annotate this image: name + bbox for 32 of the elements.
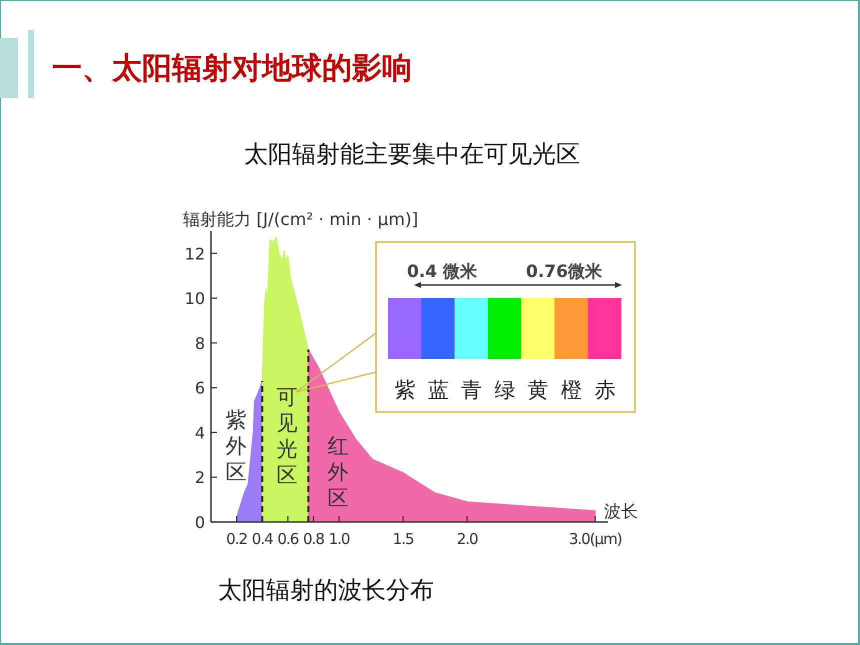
x-tick-label: 1.0 xyxy=(328,530,350,548)
x-tick-label: 0.6 xyxy=(277,530,299,548)
x-tick-label: 3.0(μm) xyxy=(568,530,622,548)
chart-subtitle: 太阳辐射能主要集中在可见光区 xyxy=(244,140,580,168)
y-axis-title: 辐射能力 [J/(cm² · min · μm)] xyxy=(183,210,418,230)
chart-title: 一、太阳辐射对地球的影响 xyxy=(52,51,412,86)
y-tick-label: 0 xyxy=(194,513,205,532)
annotation: 赤 xyxy=(594,378,616,402)
annotation: 紫 xyxy=(394,378,416,402)
annotation: 黄 xyxy=(528,378,549,402)
y-tick-label: 8 xyxy=(194,334,205,353)
annotation: 紫外区 xyxy=(226,408,246,484)
y-tick-label: 2 xyxy=(194,468,205,488)
annotation: 红外区 xyxy=(328,434,348,510)
x-tick-label: 0.4 xyxy=(252,530,274,548)
x-tick-label: 1.5 xyxy=(392,530,414,548)
annotation: 橙 xyxy=(561,378,582,402)
y-tick-label: 4 xyxy=(194,423,205,442)
x-tick-label: 0.2 xyxy=(226,530,248,548)
y-tick-label: 12 xyxy=(184,244,205,264)
annotation: 0.76微米 xyxy=(526,262,603,282)
y-tick-label: 6 xyxy=(194,378,205,398)
annotation: 可见光区 xyxy=(276,385,298,487)
annotation: 蓝 xyxy=(428,378,449,402)
x-tick-label: 0.8 xyxy=(303,530,324,548)
annotation: 绿 xyxy=(494,378,516,402)
x-axis-title: 波长 xyxy=(604,502,638,522)
y-tick-label: 10 xyxy=(184,289,205,308)
annotation: 0.4 微米 xyxy=(407,262,478,282)
annotation: 青 xyxy=(461,378,482,402)
x-tick-label: 2.0 xyxy=(456,530,478,548)
text: 太阳辐射的波长分布 xyxy=(218,576,434,604)
